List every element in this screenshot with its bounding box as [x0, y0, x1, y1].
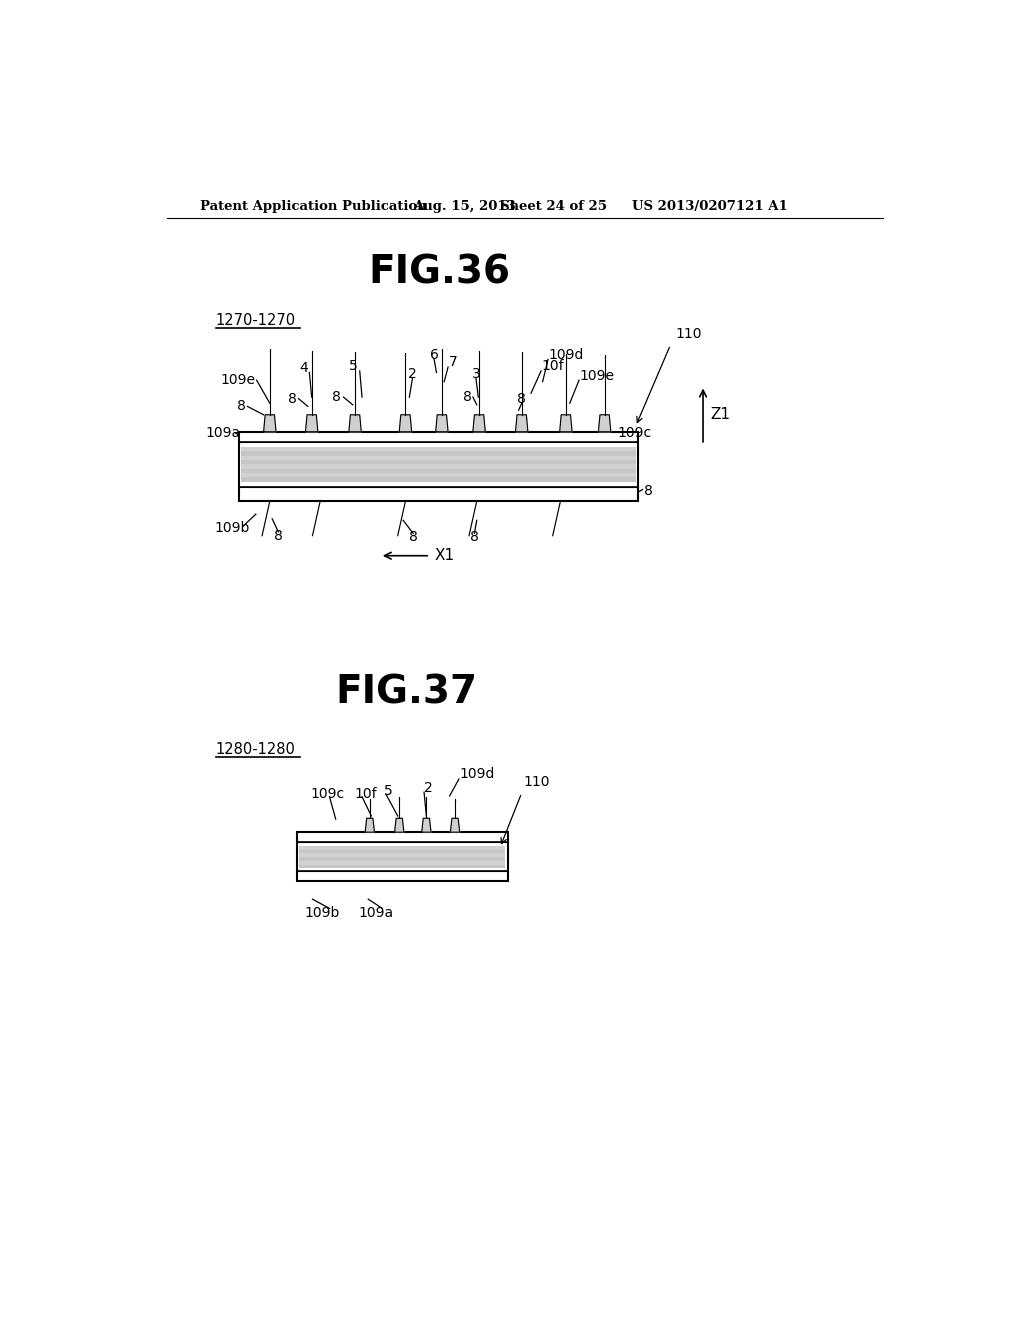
Text: 1270-1270: 1270-1270: [216, 313, 296, 327]
Text: 8: 8: [409, 531, 418, 544]
Bar: [299, 854, 506, 857]
Bar: [241, 455, 636, 461]
Text: 109a: 109a: [358, 906, 393, 920]
Bar: [297, 832, 508, 880]
Text: 109c: 109c: [310, 787, 344, 801]
Text: 8: 8: [288, 392, 297, 405]
Polygon shape: [451, 818, 460, 832]
Text: 110: 110: [523, 775, 550, 789]
Text: 109a: 109a: [206, 425, 241, 440]
Text: 10f: 10f: [354, 787, 377, 801]
Text: 8: 8: [517, 392, 526, 405]
Polygon shape: [394, 818, 403, 832]
Text: FIG.36: FIG.36: [369, 253, 510, 292]
Text: 10f: 10f: [542, 359, 564, 374]
Bar: [239, 487, 638, 502]
Text: 109b: 109b: [304, 906, 339, 920]
Text: 3: 3: [472, 367, 480, 381]
Bar: [241, 478, 636, 482]
Text: 110: 110: [675, 327, 701, 341]
Text: 8: 8: [332, 391, 341, 404]
Text: 8: 8: [273, 529, 283, 543]
Polygon shape: [560, 414, 572, 432]
Text: FIG.37: FIG.37: [335, 673, 477, 711]
Polygon shape: [598, 414, 611, 432]
Text: 5: 5: [384, 784, 392, 799]
Text: 8: 8: [463, 391, 472, 404]
Text: Z1: Z1: [711, 407, 731, 421]
Text: 8: 8: [644, 484, 653, 498]
Polygon shape: [422, 818, 431, 832]
Text: 6: 6: [430, 347, 438, 362]
Text: 109d: 109d: [460, 767, 495, 781]
Polygon shape: [435, 414, 449, 432]
Polygon shape: [263, 414, 276, 432]
Text: 109c: 109c: [617, 425, 652, 440]
Text: 2: 2: [424, 781, 433, 795]
Text: 2: 2: [408, 367, 417, 381]
Polygon shape: [473, 414, 485, 432]
Bar: [299, 865, 506, 869]
Bar: [299, 850, 506, 854]
Bar: [297, 832, 508, 842]
Text: 8: 8: [237, 400, 246, 413]
Text: Patent Application Publication: Patent Application Publication: [200, 199, 427, 213]
Text: 109e: 109e: [580, 370, 614, 383]
Polygon shape: [399, 414, 412, 432]
Polygon shape: [305, 414, 317, 432]
Text: 1280-1280: 1280-1280: [216, 742, 296, 758]
Bar: [297, 871, 508, 880]
Polygon shape: [349, 414, 361, 432]
Bar: [241, 473, 636, 478]
Polygon shape: [366, 818, 375, 832]
Text: Aug. 15, 2013: Aug. 15, 2013: [414, 199, 516, 213]
Text: 109b: 109b: [215, 521, 250, 535]
Text: 8: 8: [470, 531, 479, 544]
Bar: [299, 861, 506, 865]
Bar: [239, 432, 638, 442]
Text: 7: 7: [449, 355, 458, 370]
Bar: [299, 846, 506, 850]
Polygon shape: [515, 414, 528, 432]
Text: 5: 5: [349, 359, 358, 374]
Text: 4: 4: [299, 360, 308, 375]
Text: 109d: 109d: [549, 347, 585, 362]
Bar: [241, 447, 636, 451]
Bar: [241, 451, 636, 455]
Bar: [299, 857, 506, 861]
Text: Sheet 24 of 25: Sheet 24 of 25: [500, 199, 607, 213]
Bar: [241, 461, 636, 465]
Text: US 2013/0207121 A1: US 2013/0207121 A1: [632, 199, 787, 213]
Bar: [241, 465, 636, 469]
Text: 109e: 109e: [221, 374, 256, 387]
Text: X1: X1: [434, 548, 455, 564]
Bar: [239, 432, 638, 502]
Bar: [241, 469, 636, 473]
